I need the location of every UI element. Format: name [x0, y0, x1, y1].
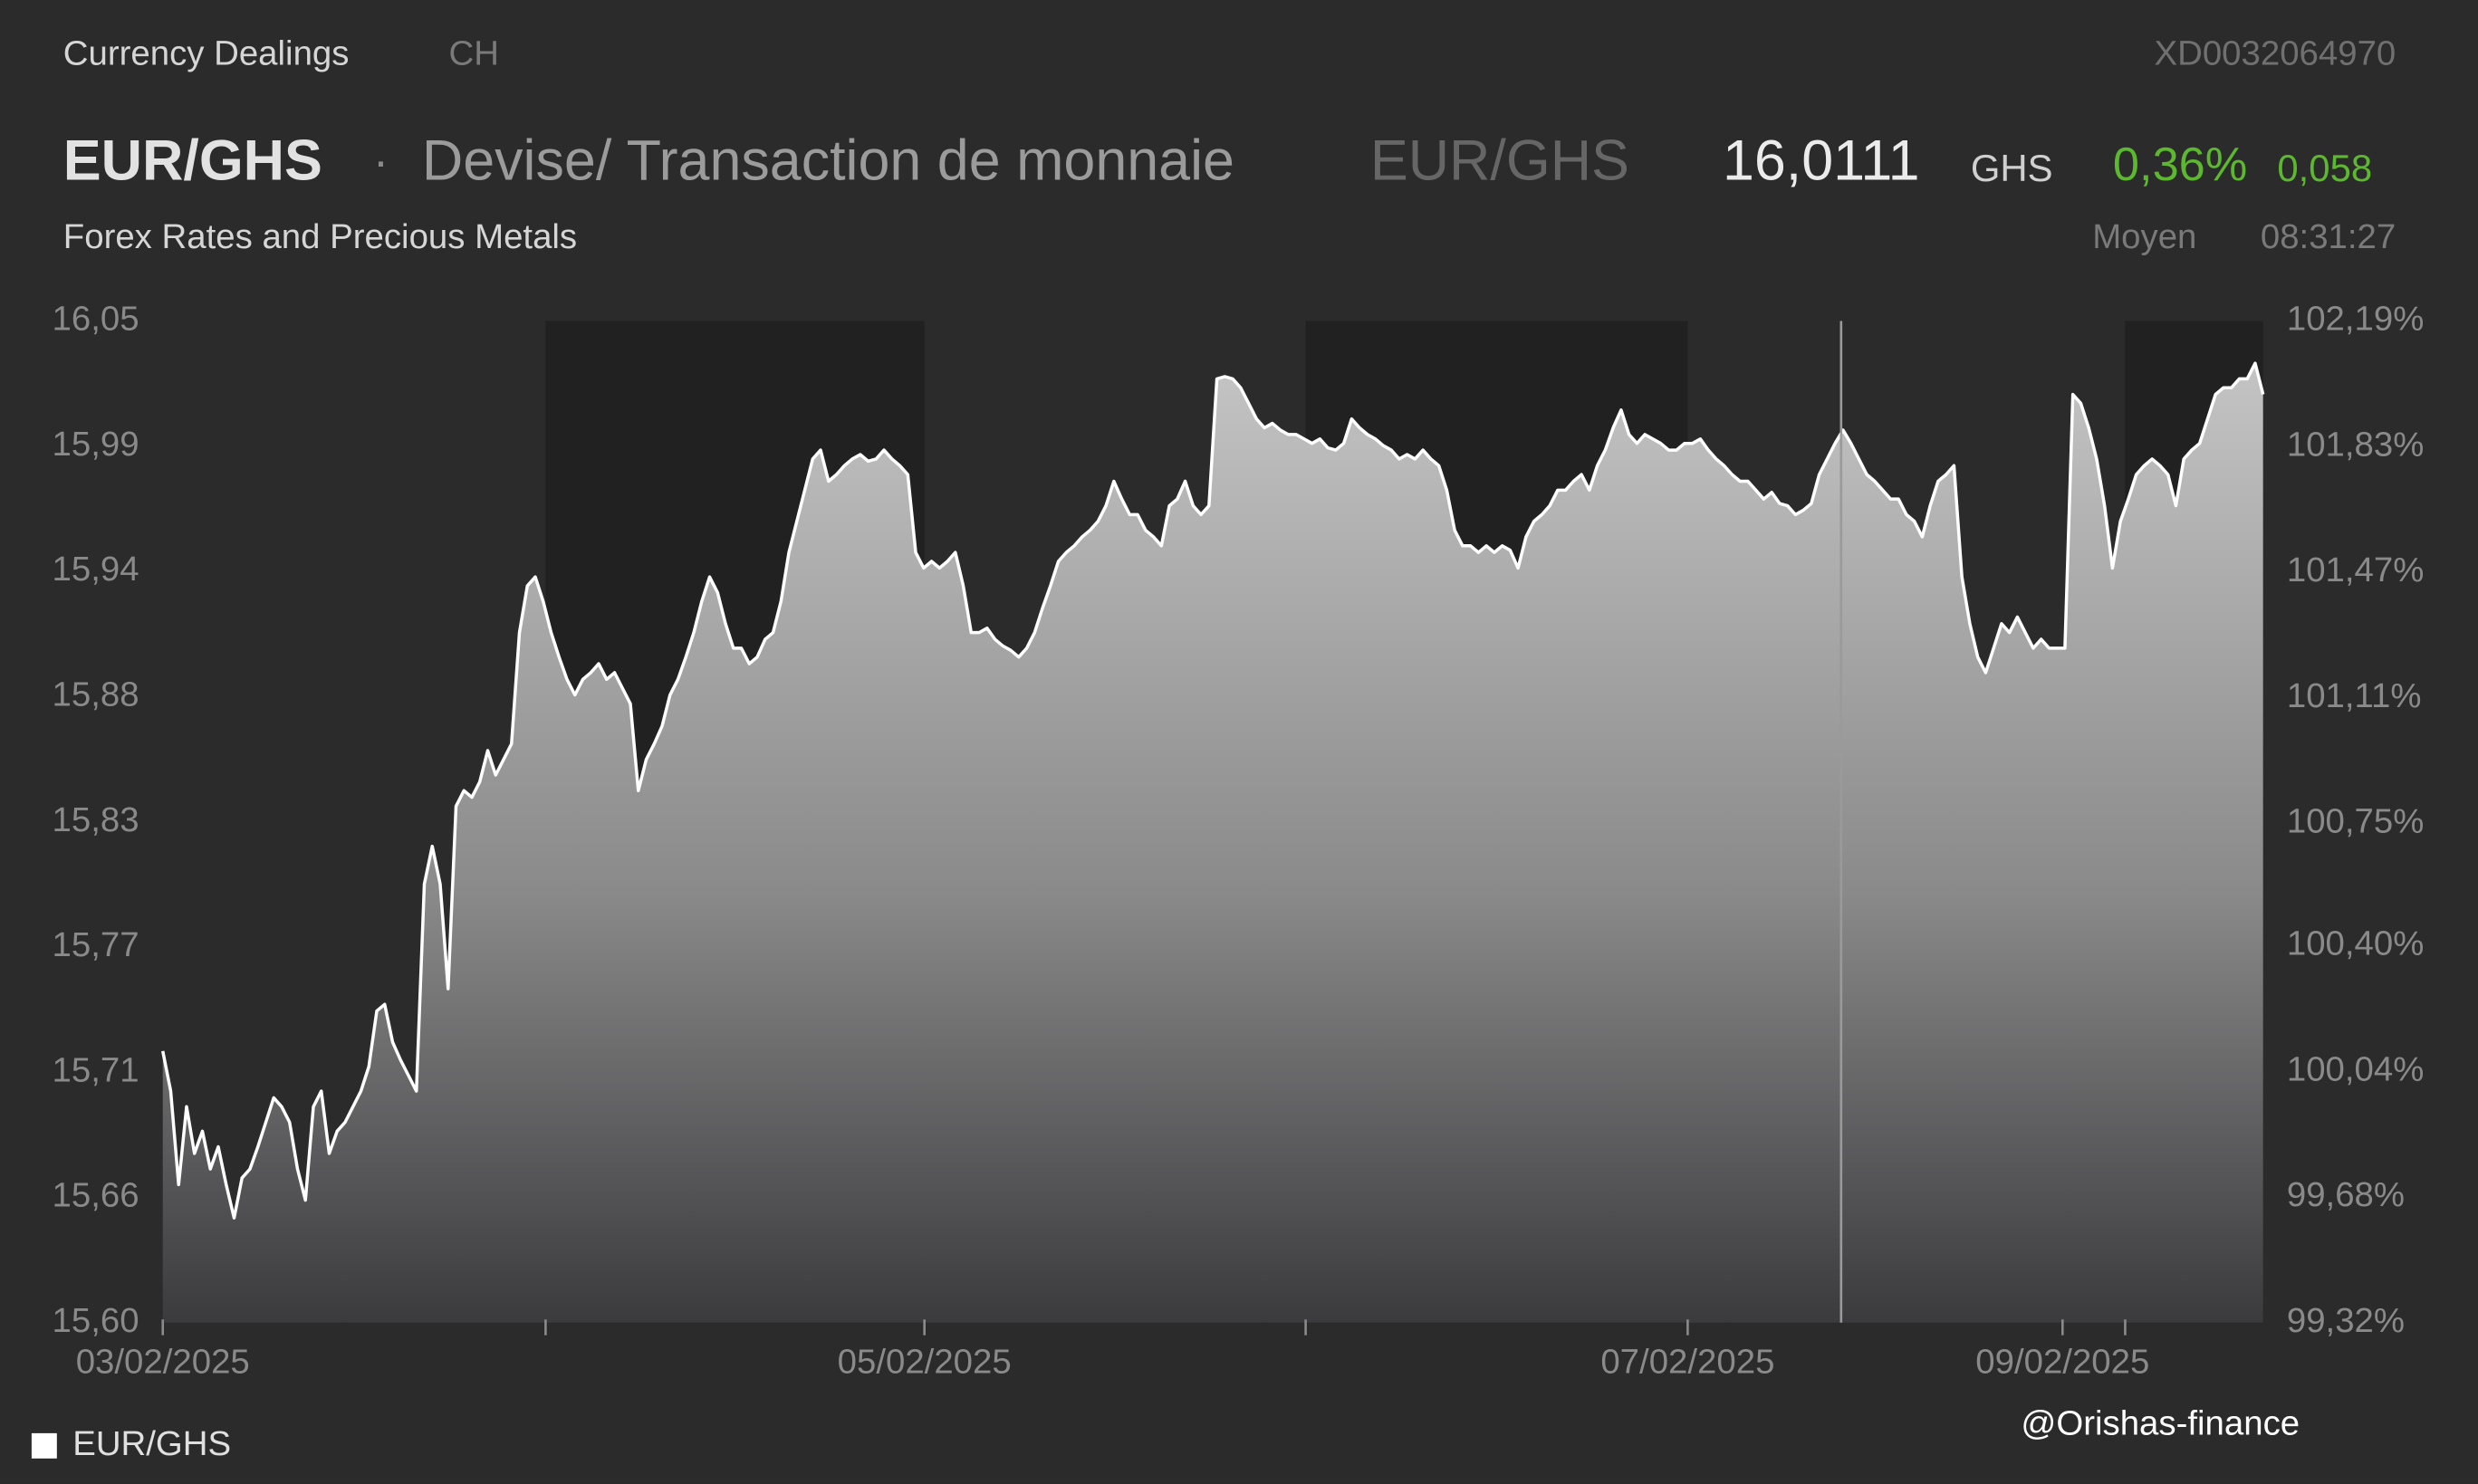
- x-tick-label: 03/02/2025: [76, 1342, 250, 1381]
- separator: ·: [373, 136, 389, 188]
- time: 08:31:27: [2261, 217, 2396, 256]
- symbol-alt: EUR/GHS: [1370, 129, 1629, 192]
- y2-tick-label: 100,04%: [2287, 1049, 2425, 1088]
- y2-tick-label: 101,47%: [2287, 551, 2425, 589]
- plot: [161, 361, 2265, 1323]
- y-tick-label: 15,94: [53, 550, 139, 589]
- price-type: Moyen: [2092, 217, 2196, 256]
- watermark: @Orishas-finance: [2021, 1403, 2300, 1442]
- currency: GHS: [1971, 147, 2053, 189]
- y-tick-label: 15,71: [53, 1050, 139, 1089]
- isin: XD0032064970: [2155, 34, 2396, 72]
- price-line: [161, 361, 2265, 1220]
- symbol: EUR/GHS: [63, 129, 322, 192]
- price: 16,0111: [1723, 129, 1920, 192]
- subtitle: Forex Rates and Precious Metals: [63, 217, 577, 256]
- area-fill: [162, 363, 2263, 1323]
- source: Currency Dealings: [63, 34, 350, 72]
- y2-tick-label: 102,19%: [2287, 300, 2425, 339]
- y-tick-label: 15,83: [53, 800, 139, 839]
- y2-tick-label: 100,40%: [2287, 924, 2425, 963]
- legend-label: EUR/GHS: [72, 1424, 231, 1463]
- legend-swatch: [31, 1432, 57, 1459]
- y-tick-label: 15,60: [53, 1301, 139, 1340]
- x-tick-label: 05/02/2025: [838, 1342, 1012, 1381]
- y2-tick-label: 99,32%: [2287, 1301, 2405, 1340]
- y-tick-label: 15,66: [53, 1176, 139, 1215]
- y-tick-label: 15,99: [53, 425, 139, 464]
- y-tick-label: 15,77: [53, 925, 139, 964]
- y2-tick-label: 100,75%: [2287, 802, 2425, 841]
- y2-tick-label: 101,11%: [2287, 676, 2422, 715]
- change-pct: 0,36%: [2113, 139, 2247, 191]
- change-abs: 0,058: [2277, 147, 2372, 189]
- country: CH: [449, 34, 499, 72]
- x-tick-label: 07/02/2025: [1600, 1342, 1774, 1381]
- y2-tick-label: 101,83%: [2287, 425, 2425, 464]
- y-tick-label: 15,88: [53, 675, 139, 713]
- x-tick-label: 09/02/2025: [1975, 1342, 2149, 1381]
- y2-tick-label: 99,68%: [2287, 1175, 2405, 1214]
- description: Devise/ Transaction de monnaie: [422, 129, 1234, 192]
- y-tick-label: 16,05: [53, 300, 139, 339]
